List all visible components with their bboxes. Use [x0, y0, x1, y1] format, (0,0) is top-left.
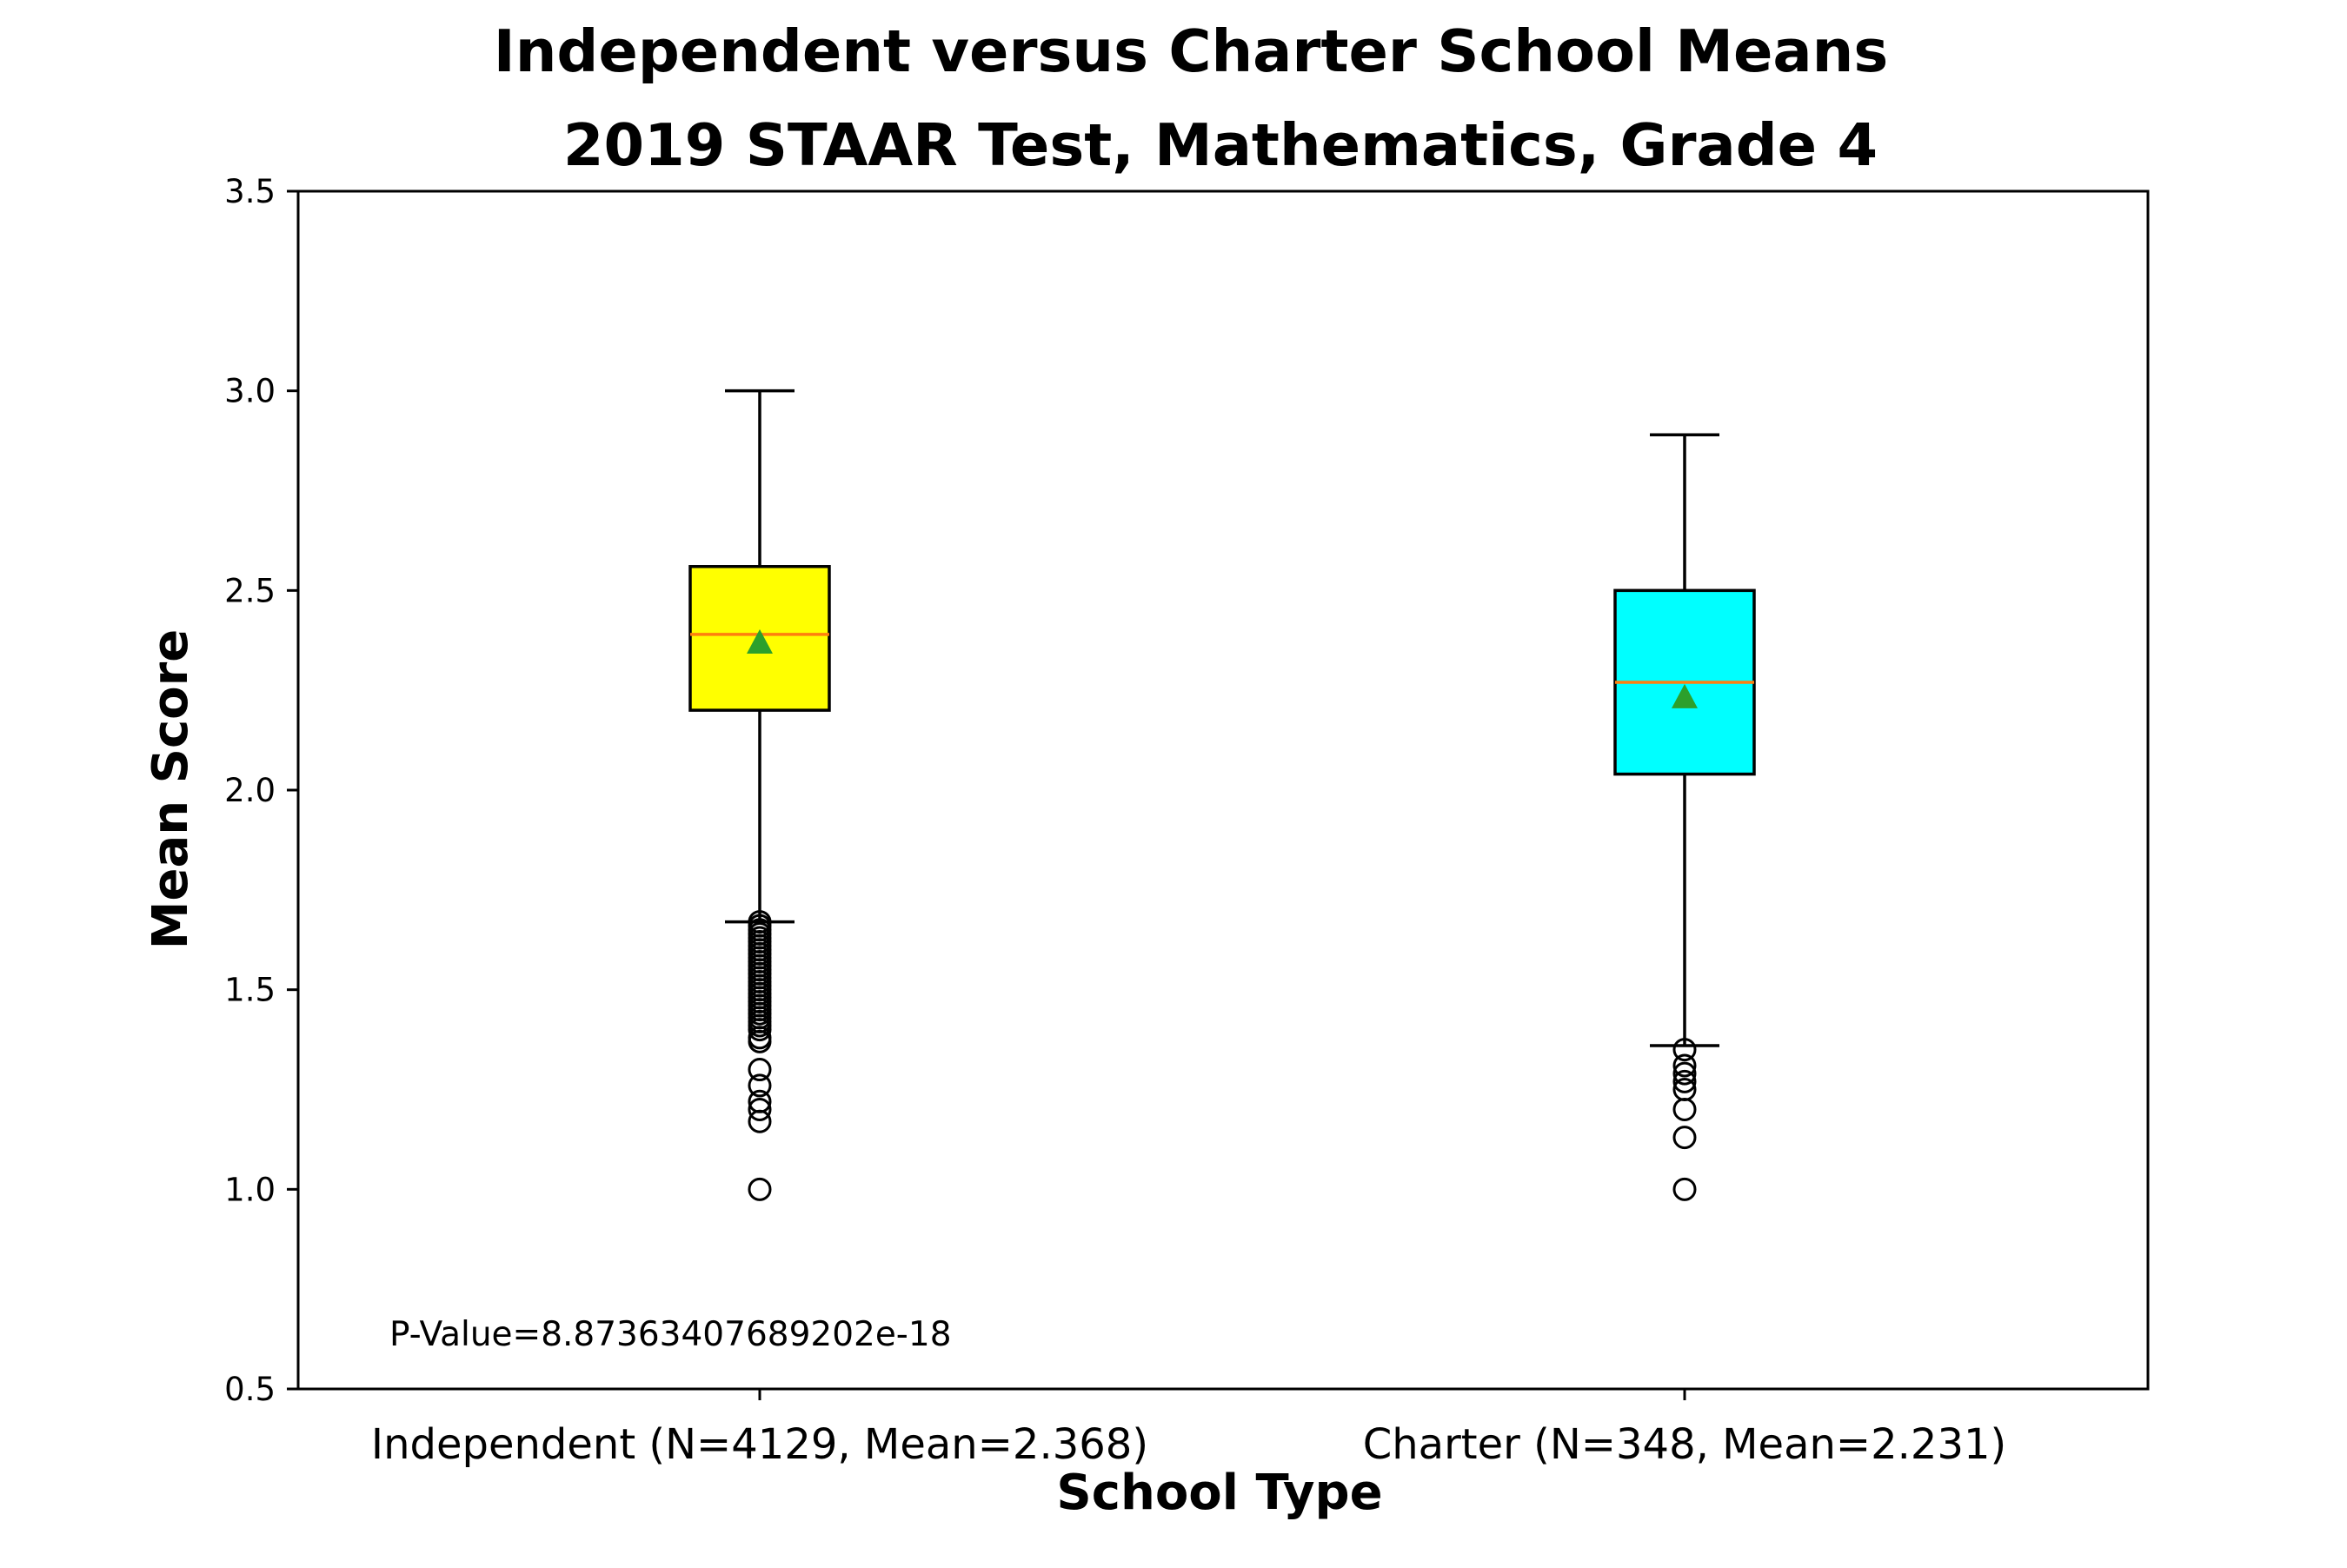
outlier-point [1672, 1053, 1697, 1078]
outlier-point [1672, 1069, 1697, 1093]
outlier-point [748, 1058, 772, 1082]
chart-title: Independent versus Charter School Means [494, 17, 1888, 85]
y-tick-label: 1.0 [224, 1171, 276, 1208]
p-value-annotation: P-Value=8.87363407689202e-18 [389, 1315, 952, 1354]
x-tick-label: Independent (N=4129, Mean=2.368) [371, 1420, 1148, 1469]
y-tick-label: 0.5 [224, 1371, 276, 1408]
y-tick-label: 3.0 [224, 373, 276, 410]
outlier-point [748, 1029, 772, 1053]
outlier-point [748, 1109, 772, 1133]
mean-marker [747, 628, 773, 654]
outlier-point [1672, 1097, 1697, 1121]
y-axis-label: Mean Score [143, 629, 199, 949]
outlier-point [748, 1018, 772, 1042]
y-tick-label: 2.0 [224, 772, 276, 809]
outlier-point [1672, 1038, 1697, 1062]
outlier-point [1672, 1126, 1697, 1150]
x-tick-label: Charter (N=348, Mean=2.231) [1363, 1420, 2007, 1469]
plot-area: 0.5 1.0 1.5 2.0 2.5 3.0 3.5 Independent (N=4129… [224, 173, 2150, 1469]
outlier-point [1672, 1061, 1697, 1086]
x-axis-label: School Type [1056, 1465, 1382, 1521]
y-tick-label: 2.5 [224, 572, 276, 609]
mean-marker [1672, 683, 1698, 708]
outlier-point [748, 1073, 772, 1098]
outlier-point [748, 1097, 772, 1121]
plot-frame [296, 189, 2150, 1391]
y-tick-label: 1.5 [224, 972, 276, 1009]
outlier-point [1672, 1177, 1697, 1201]
outlier-point [748, 1177, 772, 1201]
y-tick-label: 3.5 [224, 173, 276, 210]
chart-subtitle: 2019 STAAR Test, Mathematics, Grade 4 [563, 111, 1878, 179]
